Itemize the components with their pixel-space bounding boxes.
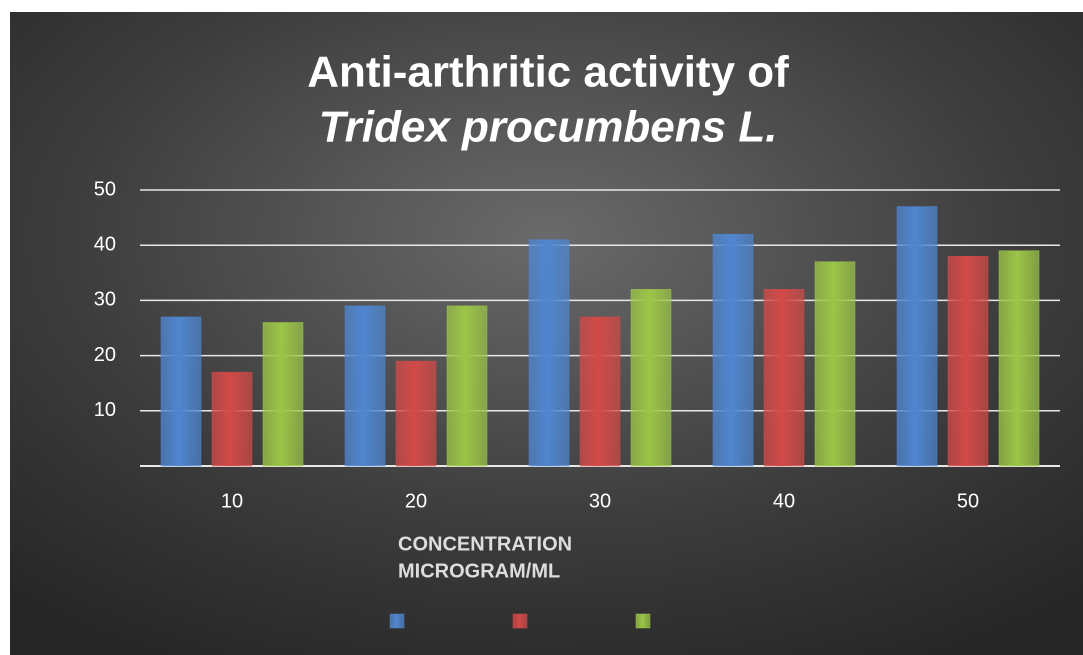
y-tick-label: 30 <box>94 289 116 311</box>
bar <box>814 261 856 467</box>
bar <box>160 316 202 467</box>
bar <box>262 322 304 467</box>
bar <box>579 316 621 467</box>
y-tick-label: 50 <box>94 178 116 200</box>
bar <box>395 360 437 467</box>
chart-title: Anti-arthritic activity of <box>307 48 789 97</box>
x-tick-label: 20 <box>405 490 427 512</box>
bar <box>446 305 488 467</box>
bar <box>947 255 989 467</box>
legend-swatch <box>512 613 528 629</box>
x-tick-label: 10 <box>221 490 243 512</box>
bar <box>630 289 672 467</box>
bar <box>211 371 253 467</box>
bar <box>763 289 805 467</box>
bar <box>896 206 938 467</box>
x-axis-label: MICROGRAM/ML <box>398 560 560 582</box>
y-tick-label: 20 <box>94 344 116 366</box>
x-tick-label: 50 <box>957 490 979 512</box>
bar <box>998 250 1040 467</box>
x-tick-label: 40 <box>773 490 795 512</box>
x-tick-label: 30 <box>589 490 611 512</box>
x-axis-label: CONCENTRATION <box>398 533 572 555</box>
y-tick-label: 40 <box>94 233 116 255</box>
bar <box>344 305 386 467</box>
legend-swatch <box>635 613 651 629</box>
y-tick-label: 10 <box>94 399 116 421</box>
legend-swatch <box>389 613 405 629</box>
bar <box>528 239 570 467</box>
bar <box>712 233 754 467</box>
chart-title: Tridex procumbens L. <box>319 103 778 152</box>
